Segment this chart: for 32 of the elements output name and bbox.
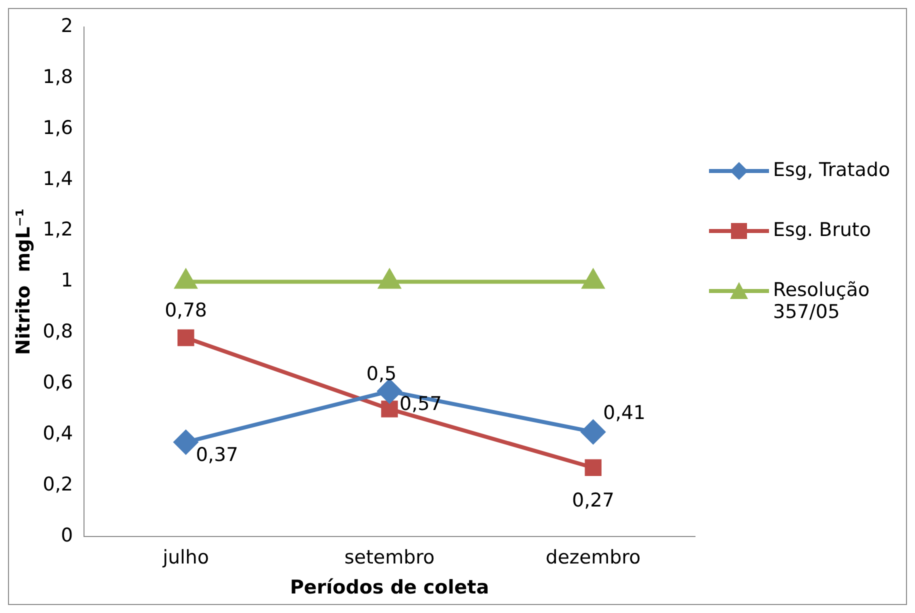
legend-label: Esg. Bruto: [773, 219, 872, 241]
y-tick-label: 2: [60, 14, 74, 37]
x-axis-title: Períodos de coleta: [290, 576, 490, 599]
point: [581, 420, 606, 444]
data-label: 0,27: [572, 490, 614, 512]
data-label: 0,78: [164, 300, 208, 322]
data-label: 0,5: [366, 362, 397, 385]
y-tick-label: 0,4: [42, 422, 74, 444]
y-axis-title: Nitrito mgL⁻¹: [12, 208, 34, 356]
legend-label: Esg, Tratado: [773, 159, 892, 181]
y-tick-label: 0,8: [42, 320, 74, 343]
y-tick-label: 0,2: [42, 473, 74, 496]
y-tick-label: 1: [60, 270, 74, 292]
point: [378, 270, 400, 289]
point: [175, 270, 197, 289]
point: [582, 270, 604, 289]
data-label: 0,41: [603, 402, 646, 424]
point: [174, 430, 198, 454]
y-tick-label: 1,6: [42, 116, 74, 139]
data-label: 0,37: [196, 444, 238, 466]
y-tick-label: 1,2: [42, 218, 74, 241]
y-tick-label: 1,4: [42, 168, 74, 190]
legend-label: Resolução 357/05: [773, 279, 871, 323]
x-tick-label: setembro: [344, 546, 435, 569]
y-tick-label: 1,8: [42, 66, 74, 88]
x-tick-label: julho: [162, 546, 209, 569]
y-tick-label: 0: [60, 524, 74, 546]
data-label: 0,57: [400, 393, 442, 416]
point: [584, 459, 602, 476]
y-tick-label: 0,6: [42, 372, 74, 394]
x-tick-label: dezembro: [546, 546, 641, 569]
point: [381, 400, 398, 418]
